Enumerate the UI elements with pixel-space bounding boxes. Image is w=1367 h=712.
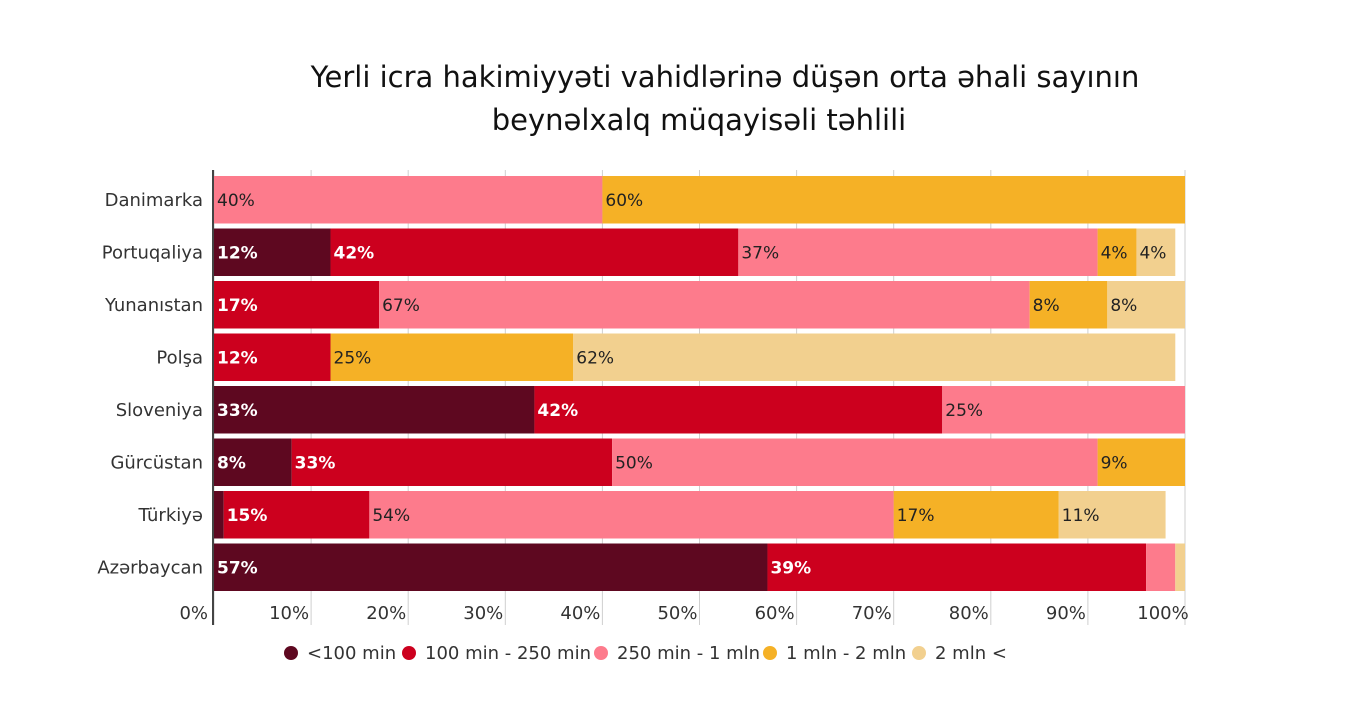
legend-item: <100 min (284, 643, 396, 664)
legend-item: 250 min - 1 mln (594, 643, 760, 664)
legend-label: 250 min - 1 mln (617, 643, 760, 664)
x-tick-label: 100% (1137, 603, 1188, 624)
legend-marker (594, 646, 608, 660)
bar-segment (214, 228, 331, 276)
data-label: 39% (770, 558, 811, 578)
bar-segment (214, 333, 331, 381)
chart-title-line-1: Yerli icra hakimiyyəti vahidlərinə düşən… (310, 60, 1140, 94)
bar-segment (291, 438, 613, 486)
x-tick-label: 60% (755, 603, 795, 624)
bar-segment (893, 491, 1059, 539)
data-label: 4% (1139, 243, 1166, 263)
bar-segment (942, 386, 1185, 434)
x-tick-label: 0% (179, 603, 208, 624)
legend-item: 1 mln - 2 mln (763, 643, 906, 664)
x-tick-label: 80% (949, 603, 989, 624)
x-tick-label: 40% (560, 603, 600, 624)
category-label: Sloveniya (116, 400, 203, 421)
legend-label: <100 min (307, 643, 396, 664)
data-label: 8% (217, 453, 246, 473)
data-label: 15% (227, 506, 268, 526)
data-label: 50% (615, 453, 653, 473)
data-label: 60% (605, 191, 643, 211)
legend-item: 100 min - 250 min (402, 643, 591, 664)
data-label: 42% (537, 401, 578, 421)
bar-segment (1097, 228, 1137, 276)
x-tick-labels: 0% 10% 20% 30% 40% 50% 60% 70% 80% 90% 100% (179, 603, 1188, 624)
data-label: 17% (897, 506, 935, 526)
data-label: 9% (1101, 453, 1128, 473)
bar-segment (214, 491, 224, 539)
bar-segment (214, 281, 380, 329)
bar-segment (573, 333, 1176, 381)
data-label: 37% (741, 243, 779, 263)
bars: 40% 60% 12% 42% 37% 4% 4% 17% 67% 8% 8% 12% 25% 62% 33… (214, 176, 1185, 591)
bar-segment (214, 176, 603, 224)
bar-segment (330, 333, 574, 381)
category-label: Portuqaliya (102, 242, 203, 263)
bar-segment (738, 228, 1098, 276)
data-label: 4% (1101, 243, 1128, 263)
bar-segment (1107, 281, 1185, 329)
x-tick-label: 30% (463, 603, 503, 624)
bar-segment (223, 491, 370, 539)
data-label: 8% (1110, 296, 1137, 316)
bar-segment (1146, 543, 1176, 591)
bar-segment (214, 543, 768, 591)
category-labels: Danimarka Portuqaliya Yunanıstan Polşa Slove… (97, 190, 203, 579)
bar-segment (1175, 543, 1185, 591)
data-label: 25% (334, 348, 372, 368)
data-label: 62% (576, 348, 614, 368)
data-label: 40% (217, 191, 255, 211)
bar-segment (379, 281, 1030, 329)
category-label: Yunanıstan (104, 295, 203, 316)
data-label: 12% (217, 243, 258, 263)
x-tick-label: 70% (852, 603, 892, 624)
chart-title-line-2: beynəlxalq müqayisəli təhlili (492, 103, 906, 137)
legend-marker (402, 646, 416, 660)
category-label: Gürcüstan (110, 452, 203, 473)
data-label: 67% (382, 296, 420, 316)
bar-segment (330, 228, 739, 276)
x-tick-label: 50% (657, 603, 697, 624)
legend-label: 1 mln - 2 mln (786, 643, 906, 664)
bar-segment (1029, 281, 1108, 329)
bar-segment (767, 543, 1147, 591)
legend-label: 2 mln < (935, 643, 1007, 664)
legend-marker (912, 646, 926, 660)
legend-item: 2 mln < (912, 643, 1007, 664)
x-tick-label: 10% (269, 603, 309, 624)
bar-segment (534, 386, 943, 434)
bar-segment (1136, 228, 1176, 276)
legend: <100 min 100 min - 250 min 250 min - 1 mln… (284, 643, 1007, 664)
data-label: 33% (295, 453, 336, 473)
bar-segment (1097, 438, 1185, 486)
data-label: 12% (217, 348, 258, 368)
data-label: 8% (1033, 296, 1060, 316)
bar-segment (369, 491, 894, 539)
bar-segment (214, 386, 535, 434)
category-label: Polşa (156, 347, 203, 368)
data-label: 33% (217, 401, 258, 421)
legend-marker (763, 646, 777, 660)
legend-label: 100 min - 250 min (425, 643, 591, 664)
category-label: Türkiyə (138, 505, 204, 526)
data-label: 42% (334, 243, 375, 263)
legend-marker (284, 646, 298, 660)
category-label: Azərbaycan (97, 557, 203, 578)
data-label: 11% (1062, 506, 1100, 526)
bar-segment (1058, 491, 1166, 539)
data-label: 57% (217, 558, 258, 578)
bar-segment (214, 438, 292, 486)
data-label: 17% (217, 296, 258, 316)
data-label: 54% (372, 506, 410, 526)
x-tick-label: 20% (366, 603, 406, 624)
x-tick-label: 90% (1046, 603, 1086, 624)
category-label: Danimarka (105, 190, 203, 211)
bar-segment (602, 176, 1185, 224)
bar-segment (612, 438, 1098, 486)
data-label: 25% (945, 401, 983, 421)
